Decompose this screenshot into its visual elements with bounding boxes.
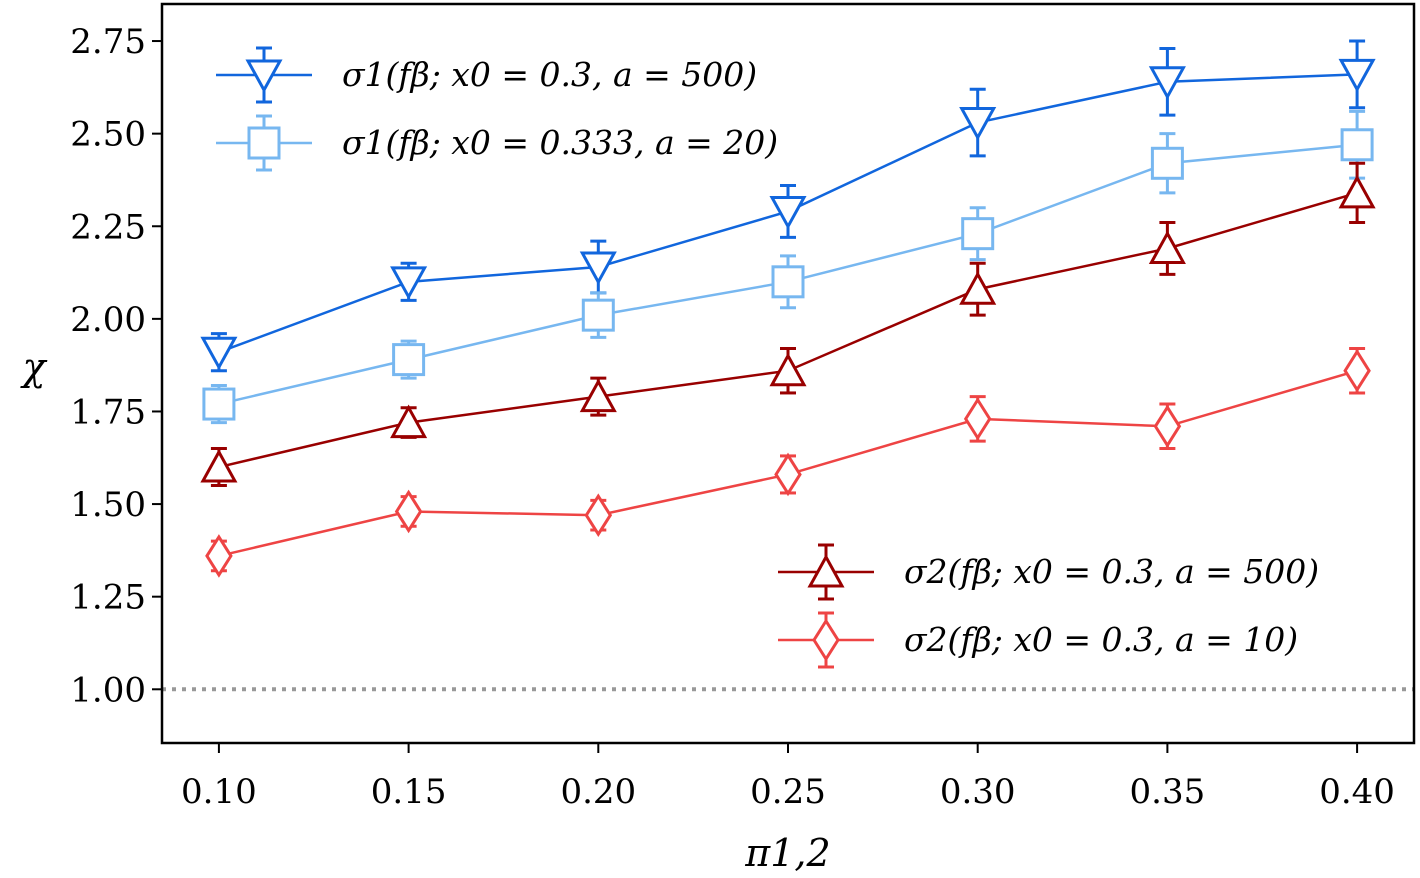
- x-tick-label: 0.20: [560, 772, 636, 812]
- data-point: [584, 493, 613, 537]
- data-point: [394, 489, 423, 534]
- y-tick-label: 1.75: [70, 392, 146, 432]
- data-point: [963, 397, 992, 441]
- data-point: [200, 336, 238, 371]
- data-point: [390, 266, 428, 300]
- y-tick-label: 2.50: [70, 115, 146, 155]
- data-point: [1150, 146, 1184, 180]
- x-tick-label: 0.25: [750, 772, 826, 812]
- x-tick-label: 0.40: [1319, 772, 1395, 812]
- legend-marker: [245, 59, 283, 94]
- x-tick-label: 0.10: [181, 772, 257, 812]
- data-point: [769, 352, 807, 387]
- y-tick-label: 1.25: [70, 578, 146, 618]
- data-point: [771, 265, 805, 299]
- data-point: [774, 452, 802, 497]
- ticks-layer: 1.00 1.25 1.50 1.75 2.00 2.25 2.50 2.75 0.10 0.15…: [70, 22, 1395, 812]
- x-axis-label: π1,2: [744, 831, 830, 875]
- series-3: [200, 161, 1376, 488]
- data-point: [1338, 58, 1376, 93]
- series-4: [205, 346, 1371, 578]
- legend-label: σ2(fβ; x0 = 0.3, a = 10): [904, 620, 1298, 659]
- data-point: [769, 195, 807, 230]
- legend-entry: σ2(fβ; x0 = 0.3, a = 10): [778, 611, 1298, 669]
- legend-marker: [807, 553, 845, 588]
- data-point: [1338, 174, 1376, 209]
- legend-entry: σ1(fβ; x0 = 0.3, a = 500): [216, 46, 757, 104]
- data-point: [1148, 66, 1186, 100]
- y-tick-label: 2.75: [70, 22, 146, 62]
- data-point: [959, 107, 997, 141]
- data-point: [1340, 128, 1374, 162]
- series-1: [200, 39, 1376, 373]
- data-point: [392, 343, 426, 377]
- data-point: [1343, 348, 1371, 393]
- data-point: [579, 378, 617, 413]
- series-layer: [200, 39, 1376, 578]
- data-point: [1153, 404, 1182, 449]
- y-tick-label: 1.00: [70, 670, 146, 710]
- x-tick-label: 0.30: [940, 772, 1016, 812]
- series-2: [202, 109, 1374, 425]
- data-point: [581, 298, 615, 332]
- data-point: [961, 217, 995, 251]
- legend-entry: σ2(fβ; x0 = 0.3, a = 500): [778, 543, 1319, 601]
- y-tick-label: 1.50: [70, 485, 146, 525]
- data-point: [202, 387, 236, 421]
- data-point: [205, 534, 233, 578]
- legend-entry: σ1(fβ; x0 = 0.333, a = 20): [216, 114, 778, 172]
- legend-label: σ1(fβ; x0 = 0.3, a = 500): [342, 55, 757, 94]
- legend-label: σ2(fβ; x0 = 0.3, a = 500): [904, 552, 1319, 591]
- y-tick-label: 2.25: [70, 207, 146, 247]
- data-point: [579, 251, 617, 286]
- data-point: [200, 448, 238, 483]
- y-axis-label: χ: [19, 345, 47, 389]
- x-tick-label: 0.35: [1130, 772, 1206, 812]
- y-tick-label: 2.00: [70, 300, 146, 340]
- legend-marker: [247, 126, 281, 160]
- legend-layer: σ1(fβ; x0 = 0.3, a = 500) σ1(fβ; x0 = 0.3…: [216, 46, 1319, 669]
- data-point: [390, 404, 428, 439]
- legend-marker: [812, 618, 840, 662]
- data-point: [1148, 230, 1186, 264]
- x-tick-label: 0.15: [371, 772, 447, 812]
- legend-label: σ1(fβ; x0 = 0.333, a = 20): [342, 123, 778, 162]
- data-point: [959, 271, 997, 305]
